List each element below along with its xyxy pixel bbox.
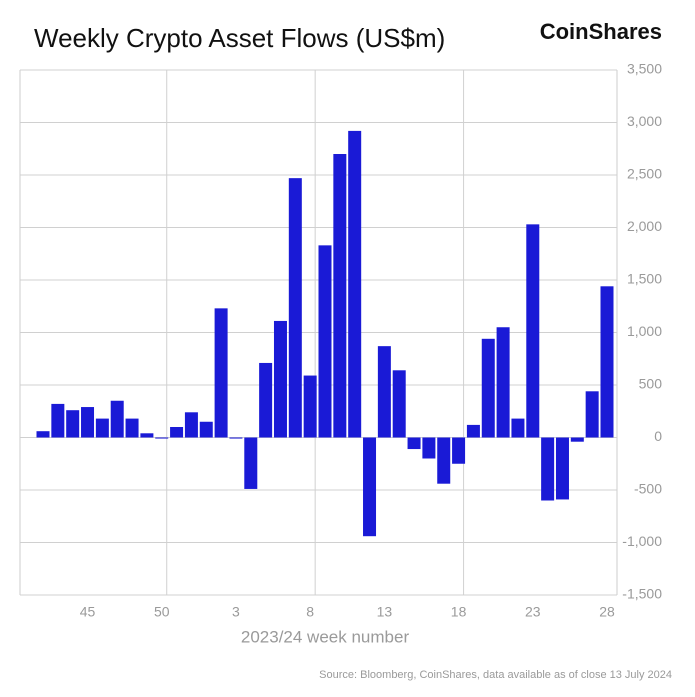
x-tick-label: 8 — [306, 604, 314, 620]
y-tick-label: 3,000 — [627, 113, 662, 129]
bar — [348, 130, 362, 438]
bar — [333, 154, 347, 438]
chart-title: Weekly Crypto Asset Flows (US$m) — [34, 23, 445, 53]
bar — [110, 400, 124, 438]
y-tick-label: -1,500 — [622, 586, 662, 602]
bar — [570, 437, 584, 442]
x-tick-label: 45 — [80, 604, 96, 620]
y-tick-label: -500 — [634, 481, 662, 497]
bar — [541, 437, 555, 501]
bar — [140, 433, 154, 438]
bar — [36, 431, 50, 438]
bar — [363, 437, 377, 537]
bar — [452, 437, 466, 464]
bar — [555, 437, 569, 500]
bar — [95, 418, 109, 438]
bar — [273, 320, 287, 438]
brand-logo: CoinShares — [540, 19, 662, 44]
bar — [303, 375, 317, 438]
bar — [377, 346, 391, 438]
y-tick-label: 500 — [639, 376, 663, 392]
y-tick-label: -1,000 — [622, 533, 662, 549]
bar — [585, 391, 599, 438]
y-tick-label: 2,500 — [627, 166, 662, 182]
x-tick-label: 3 — [232, 604, 240, 620]
x-tick-label: 23 — [525, 604, 541, 620]
x-tick-label: 13 — [377, 604, 393, 620]
x-tick-label: 28 — [599, 604, 615, 620]
y-tick-label: 1,500 — [627, 271, 662, 287]
bar — [81, 407, 95, 438]
y-tick-label: 1,000 — [627, 323, 662, 339]
x-tick-label: 18 — [451, 604, 467, 620]
bar — [199, 421, 213, 438]
bar — [466, 424, 480, 438]
y-tick-label: 3,500 — [627, 61, 662, 77]
bar — [229, 437, 243, 439]
bar — [184, 412, 198, 438]
y-tick-label: 2,000 — [627, 218, 662, 234]
bar — [600, 286, 614, 438]
x-axis-label: 2023/24 week number — [241, 627, 410, 646]
bar — [392, 370, 406, 438]
bar — [288, 178, 302, 438]
bar — [155, 437, 169, 439]
bar — [259, 362, 273, 438]
bar — [511, 418, 525, 438]
bar — [422, 437, 436, 459]
bar — [244, 437, 258, 489]
bar — [66, 410, 80, 438]
x-tick-label: 50 — [154, 604, 170, 620]
bar — [407, 437, 421, 450]
bar — [481, 338, 495, 438]
y-tick-label: 0 — [654, 428, 662, 444]
bar — [125, 418, 139, 438]
bar — [526, 224, 540, 438]
bar — [437, 437, 451, 484]
bar — [318, 245, 332, 438]
bar — [214, 308, 228, 438]
bar — [496, 327, 510, 438]
bar — [170, 427, 184, 438]
source-note: Source: Bloomberg, CoinShares, data avai… — [319, 669, 672, 681]
bar — [51, 403, 65, 438]
